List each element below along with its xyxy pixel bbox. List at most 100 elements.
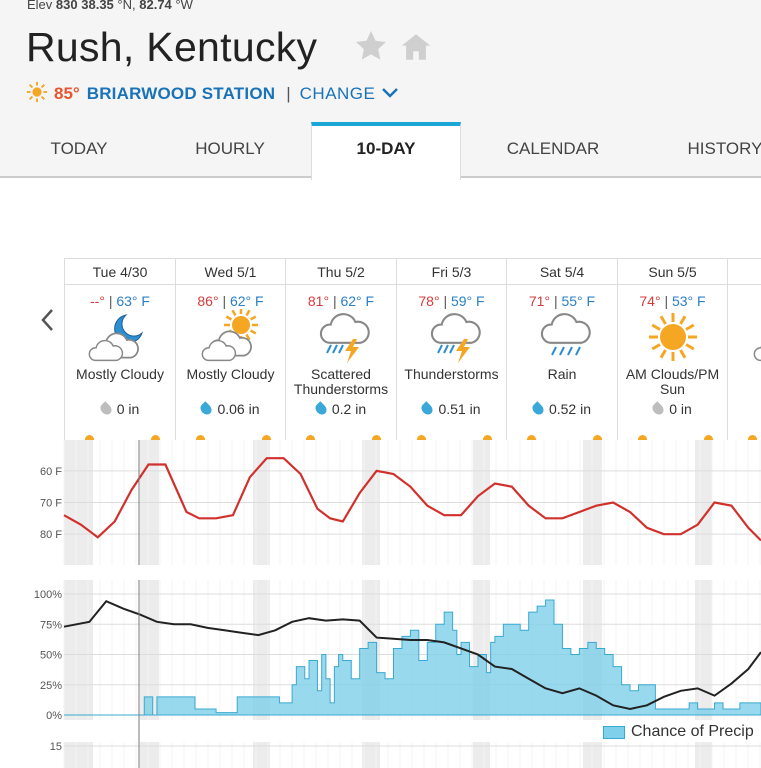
high-temp: 86° (197, 293, 219, 309)
day-date: Sat 5/4 (507, 259, 617, 285)
precip-amount: 0 in (618, 401, 728, 417)
sunrise-marker (195, 435, 205, 440)
precip-axis-label: 0% (46, 710, 62, 722)
low-temp: 55° F (561, 293, 596, 309)
precip-value: 0.2 in (331, 401, 367, 417)
station-name[interactable]: BRIARWOOD STATION (86, 84, 276, 103)
condition-text: Rain (547, 366, 577, 382)
sunrise-marker (306, 435, 315, 440)
sun-markers (728, 435, 761, 440)
precip-axis-label: 75% (40, 619, 62, 631)
precip-amount (728, 401, 761, 413)
chart-legend: Chance of Precip (603, 722, 754, 742)
high-low-temp: 74° | 53° F (618, 293, 728, 309)
high-temp: --° (90, 293, 105, 309)
night-band (64, 580, 93, 720)
tab-history[interactable]: HISTORY (687, 139, 761, 158)
night-band (253, 742, 270, 768)
black-series-line (63, 600, 761, 710)
precip-amount: 0.06 in (176, 401, 286, 417)
sunset-marker (593, 435, 602, 440)
high-low-temp: --° | 63° F (65, 293, 175, 309)
sun-markers (618, 435, 728, 440)
current-temp: 85° (54, 84, 80, 103)
forecast-day[interactable]: Sat 5/4 71° | 55° F Rain 0.52 in (506, 259, 617, 440)
low-temp: 63° F (116, 293, 150, 309)
chance-of-precip-area (64, 599, 761, 716)
night-band (695, 580, 712, 720)
change-station-link[interactable]: CHANGE (299, 84, 376, 103)
favorite-star-icon[interactable] (352, 28, 390, 69)
legend-swatch (603, 725, 625, 739)
thunderstorm-icon (397, 309, 507, 367)
separator: | (286, 84, 291, 103)
high-low-temp: 71° | 55° F (507, 293, 617, 309)
high-low-temp: 78° | 59° F (397, 293, 507, 309)
page-title: Rush, Kentucky (26, 24, 318, 70)
home-icon[interactable] (398, 30, 434, 69)
sun-markers (397, 435, 507, 440)
lower-axis-label: 15 (50, 741, 62, 753)
day-date: Fri 5/3 (396, 259, 507, 285)
day-date: Thu 5/2 (286, 259, 396, 285)
sunset-marker (151, 435, 160, 440)
temp-separator: | (550, 293, 562, 309)
sunrise-marker (416, 435, 426, 440)
tab-hourly[interactable]: HOURLY (195, 139, 265, 158)
day-date: Tue 4/30 (65, 259, 175, 285)
precip-amount: 0.52 in (507, 401, 617, 417)
sun-clouds-icon (728, 309, 761, 367)
ten-day-forecast: Tue 4/30 --° | 63° F Mostly Cloudy 0 in … (64, 258, 761, 440)
forecast-day[interactable]: Sun 5/5 74° | 53° F AM Clouds/PM Sun 0 i… (616, 259, 728, 440)
sunset-marker (482, 435, 492, 440)
tab-calendar[interactable]: CALENDAR (506, 139, 600, 158)
temperature-line (63, 457, 761, 542)
high-low-temp: 77 | (728, 293, 761, 309)
raindrop-icon (530, 401, 546, 417)
sun-markers (507, 435, 617, 440)
sun-clouds-icon (176, 309, 286, 367)
temp-separator: | (218, 293, 230, 309)
day-date: Wed 5/1 (175, 259, 286, 285)
day-date: Sun 5/5 (617, 259, 728, 285)
precip-value: 0.52 in (548, 401, 592, 417)
precip-amount: 0.51 in (397, 401, 507, 417)
condition-text: Thunderstorms (404, 366, 499, 382)
sunrise-marker (85, 435, 94, 440)
sun-icon (26, 81, 48, 108)
precip-amount: 0.2 in (286, 401, 396, 417)
sunset-marker (372, 435, 381, 440)
raindrop-icon (419, 401, 436, 417)
temp-axis-label: 70 F (40, 498, 62, 510)
raindrop-icon (97, 401, 114, 417)
forecast-day[interactable]: Fri 5/3 78° | 59° F Thunderstorms 0.51 i… (395, 259, 507, 440)
precip-value: 0.06 in (217, 401, 260, 417)
forecast-day[interactable]: M 77 | Mos (727, 259, 761, 440)
high-low-temp: 86° | 62° F (176, 293, 286, 309)
precip-axis-label: 50% (40, 650, 62, 662)
low-temp: 62° F (340, 293, 375, 309)
forecast-day[interactable]: Wed 5/1 86° | 62° F Mostly Cloudy 0.06 i… (174, 259, 286, 440)
low-temp: 59° F (450, 293, 485, 309)
sun-markers (176, 435, 286, 440)
previous-days-arrow-icon[interactable] (40, 307, 56, 341)
low-temp: 62° F (229, 293, 264, 309)
high-low-temp: 81° | 62° F (286, 293, 396, 309)
sun-icon (618, 309, 728, 367)
chevron-down-icon[interactable] (381, 84, 399, 104)
tab-10-day[interactable]: 10-DAY (311, 122, 461, 180)
forecast-day[interactable]: Thu 5/2 81° | 62° F Scattered Thundersto… (285, 259, 396, 440)
precip-axis-label: 100% (34, 589, 62, 601)
precipitation-chart: 0% 25% 50% 75% 100% 15 (34, 580, 761, 768)
temp-axis-label: 60 F (40, 466, 62, 478)
night-band (473, 742, 490, 768)
sunrise-marker (527, 435, 536, 440)
moon-clouds-icon (65, 309, 175, 367)
condition-text: Mostly Cloudy (76, 366, 164, 382)
forecast-day[interactable]: Tue 4/30 --° | 63° F Mostly Cloudy 0 in (64, 259, 175, 440)
condition-text: Scattered Thunderstorms (293, 366, 389, 397)
tab-today[interactable]: TODAY (50, 139, 108, 158)
station-selector: 85° BRIARWOOD STATION | CHANGE (26, 81, 399, 108)
sunrise-marker (637, 435, 647, 440)
high-temp: 74° (639, 293, 661, 309)
